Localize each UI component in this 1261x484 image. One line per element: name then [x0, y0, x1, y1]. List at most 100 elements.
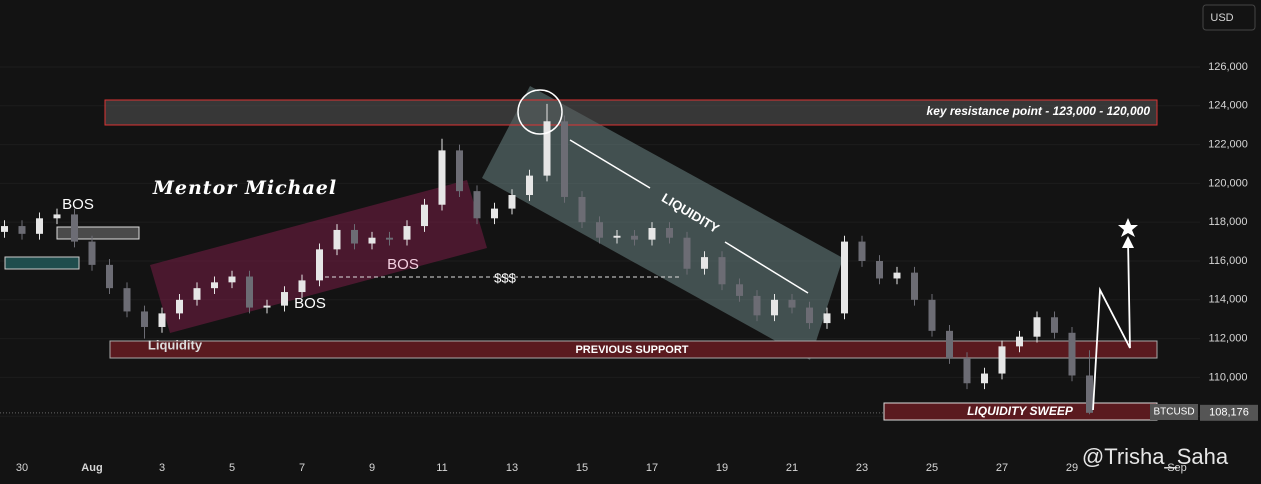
bearish-channel: [482, 86, 843, 360]
candle-body: [36, 218, 43, 234]
dollars-label: $$$: [494, 270, 516, 285]
candle-body: [578, 196, 586, 223]
x-tick-label: 7: [299, 462, 305, 474]
candle-body: [473, 191, 481, 219]
channel-line: [569, 139, 651, 189]
candle-body: [508, 195, 516, 209]
candle-body: [928, 299, 936, 331]
resistance-zone: [104, 99, 1158, 126]
candle-body: [368, 237, 376, 244]
symbol-label: BTCUSD: [1153, 407, 1194, 418]
axis: 108,000110,000112,000114,000116,000118,0…: [16, 61, 1258, 474]
candle-body: [613, 235, 621, 238]
candle-body: [1, 226, 8, 232]
candle-body: [683, 237, 691, 269]
x-tick-label: Aug: [81, 462, 102, 474]
currency-label: USD: [1210, 12, 1233, 24]
candle-body: [1051, 317, 1058, 333]
candle-body: [421, 204, 428, 227]
x-tick-label: 21: [786, 462, 798, 474]
candle-body: [281, 292, 288, 306]
candle-body: [491, 208, 498, 219]
candle-body: [228, 276, 236, 283]
candle-body: [893, 272, 901, 279]
candle-body: [841, 241, 848, 314]
candle-body: [316, 249, 323, 281]
x-tick-label: 27: [996, 462, 1008, 474]
y-tick-label: 120,000: [1208, 177, 1248, 189]
candle-body: [106, 264, 113, 289]
y-tick-label: 124,000: [1208, 100, 1248, 112]
candle-body: [1086, 375, 1093, 413]
x-tick-label: 13: [506, 462, 518, 474]
candle-body: [858, 241, 866, 261]
candle-body: [963, 358, 971, 384]
y-tick-label: 118,000: [1209, 216, 1248, 228]
candle-body: [386, 237, 393, 240]
channel-line: [724, 241, 809, 294]
candle-body: [351, 229, 358, 244]
price-tag: [1200, 404, 1258, 421]
x-tick-label: 9: [369, 462, 375, 474]
candle-body: [561, 121, 568, 197]
candle-body: [71, 214, 78, 242]
candle-body: [526, 175, 533, 196]
candle-body: [631, 235, 638, 240]
candle-body: [701, 257, 708, 269]
x-tick-label: 17: [646, 462, 658, 474]
x-tick-label: 19: [716, 462, 728, 474]
candle-body: [211, 282, 218, 289]
x-tick-label: 5: [229, 462, 235, 474]
y-tick-label: 110,000: [1209, 371, 1248, 383]
candle-body: [123, 288, 131, 312]
x-tick-label: 23: [856, 462, 868, 474]
candle-body: [981, 373, 988, 384]
y-tick-label: 114,000: [1209, 294, 1248, 306]
candle-body: [648, 228, 656, 240]
x-tick-label: 11: [436, 462, 447, 474]
watermark: @Trisha_Saha: [1082, 444, 1229, 469]
candles: [1, 103, 1093, 415]
candle-body: [298, 280, 306, 293]
candle-body: [18, 226, 26, 234]
sweep-label: LIQUIDITY SWEEP: [967, 404, 1074, 418]
candle-body: [736, 284, 743, 296]
candle-body: [333, 229, 341, 250]
bos-label: BOS: [387, 256, 419, 273]
candle-body: [911, 272, 918, 300]
candle-body: [88, 241, 96, 265]
candle-body: [403, 226, 411, 240]
bos-label: BOS: [62, 196, 94, 213]
candle-body: [718, 257, 726, 285]
symbol-tag: [1150, 404, 1198, 420]
candle-body: [771, 299, 778, 316]
x-tick-label: 29: [1066, 462, 1078, 474]
candle-body: [193, 288, 201, 300]
currency-box[interactable]: [1202, 4, 1256, 31]
candle-body: [876, 260, 883, 279]
candle-body: [438, 150, 446, 205]
author-label: Mentor Michael: [152, 177, 337, 199]
price-tag-label: 108,176: [1209, 407, 1249, 419]
candle-body: [753, 295, 761, 316]
candle-body: [141, 311, 148, 327]
candle-body: [263, 305, 271, 308]
candle-body: [946, 330, 953, 359]
candle-body: [53, 214, 61, 219]
target-star: [1118, 218, 1138, 237]
liquidity-label: Liquidity: [148, 337, 203, 352]
resistance-label: key resistance point - 123,000 - 120,000: [927, 104, 1151, 118]
candle-body: [1068, 332, 1076, 376]
candle-body: [596, 222, 603, 238]
candle-body: [1016, 336, 1023, 347]
x-tick-label: 30: [16, 462, 28, 474]
candle-body: [806, 307, 813, 324]
y-tick-label: 126,000: [1208, 61, 1248, 73]
bos-label: BOS: [294, 295, 326, 312]
y-tick-label: 116,000: [1209, 255, 1248, 267]
candle-body: [246, 276, 253, 308]
support-zone: [109, 340, 1158, 359]
x-tick-label: 3: [159, 462, 165, 474]
